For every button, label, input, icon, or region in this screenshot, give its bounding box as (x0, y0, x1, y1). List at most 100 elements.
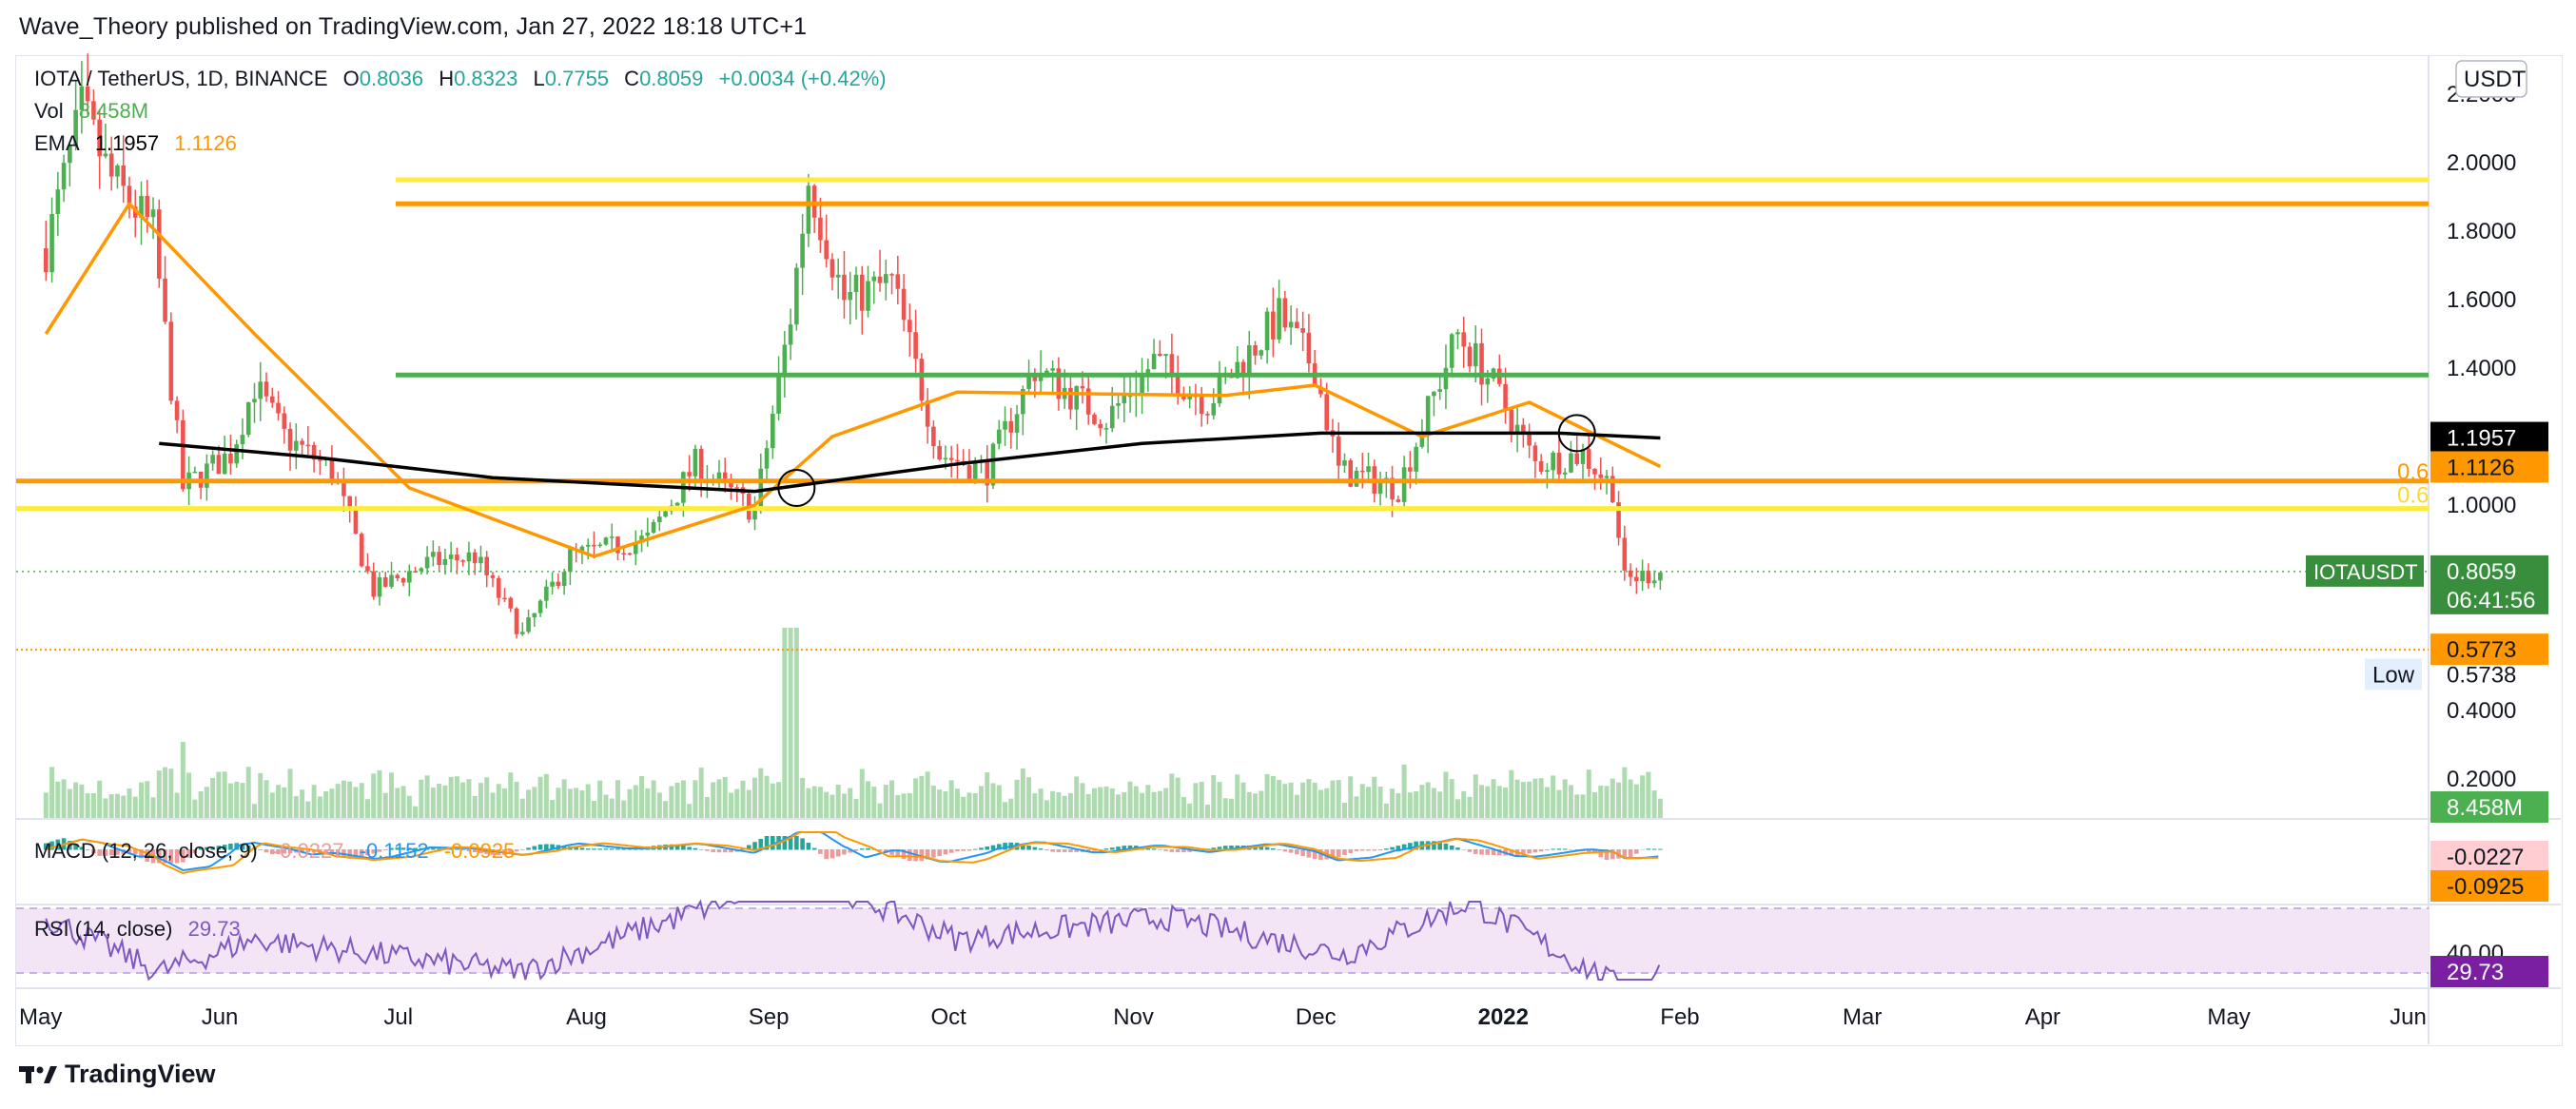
candle-body[interactable] (174, 400, 180, 420)
candle-body[interactable] (693, 448, 698, 477)
candle-body[interactable] (437, 552, 441, 566)
candle-body[interactable] (496, 577, 501, 598)
candle-body[interactable] (871, 276, 877, 282)
candle-body[interactable] (1109, 405, 1115, 429)
candle-body[interactable] (645, 532, 651, 536)
candle-body[interactable] (85, 86, 90, 102)
candle-body[interactable] (919, 359, 925, 401)
candle-body[interactable] (1569, 453, 1573, 473)
candle-body[interactable] (181, 419, 185, 490)
candle-body[interactable] (263, 381, 269, 397)
candle-body[interactable] (848, 292, 853, 301)
candle-body[interactable] (365, 566, 370, 572)
candle-body[interactable] (550, 581, 555, 587)
candle-body[interactable] (824, 240, 829, 260)
candle-body[interactable] (68, 146, 72, 164)
candle-body[interactable] (269, 396, 275, 403)
candle-body[interactable] (842, 274, 847, 301)
candle-body[interactable] (532, 613, 537, 618)
candle-body[interactable] (484, 556, 490, 575)
candle-body[interactable] (1348, 459, 1354, 487)
candle-body[interactable] (1080, 385, 1085, 389)
candle-body[interactable] (1295, 321, 1299, 329)
candle-body[interactable] (252, 399, 257, 403)
candle-body[interactable] (1401, 467, 1407, 502)
candle-body[interactable] (1122, 396, 1127, 403)
candle-body[interactable] (853, 274, 859, 293)
candle-body[interactable] (1038, 373, 1044, 381)
candle-body[interactable] (1622, 537, 1628, 571)
candle-body[interactable] (1562, 472, 1568, 475)
candle-body[interactable] (1658, 572, 1663, 581)
candle-body[interactable] (937, 445, 942, 460)
candle-body[interactable] (1199, 397, 1204, 415)
candle-body[interactable] (1056, 368, 1062, 399)
candle-body[interactable] (1449, 334, 1454, 368)
candle-body[interactable] (1205, 414, 1210, 416)
candle-body[interactable] (835, 274, 841, 278)
candle-body[interactable] (1366, 466, 1371, 473)
candle-body[interactable] (1390, 477, 1395, 500)
candle-body[interactable] (1377, 482, 1383, 495)
candle-body[interactable] (585, 544, 591, 547)
candle-body[interactable] (121, 165, 127, 186)
candle-body[interactable] (276, 402, 281, 414)
candle-body[interactable] (1640, 571, 1645, 582)
candle-body[interactable] (55, 189, 61, 214)
ema-short-line[interactable] (44, 202, 1662, 558)
candle-body[interactable] (382, 577, 388, 587)
candle-body[interactable] (687, 472, 692, 477)
candle-body[interactable] (633, 542, 638, 554)
candle-body[interactable] (1419, 433, 1425, 447)
candle-body[interactable] (311, 445, 317, 460)
candle-body[interactable] (318, 459, 322, 461)
candle-body[interactable] (502, 597, 507, 600)
candle-body[interactable] (1592, 468, 1597, 475)
candle-body[interactable] (752, 510, 757, 520)
candle-body[interactable] (419, 568, 424, 572)
candle-body[interactable] (609, 536, 615, 538)
candle-body[interactable] (1598, 474, 1604, 478)
candle-body[interactable] (163, 278, 167, 322)
candle-body[interactable] (1074, 385, 1079, 410)
candle-body[interactable] (91, 101, 96, 120)
candle-body[interactable] (1140, 373, 1144, 393)
candle-body[interactable] (44, 248, 49, 273)
candle-body[interactable] (168, 321, 174, 401)
candle-body[interactable] (1342, 459, 1347, 466)
candle-body[interactable] (1014, 414, 1020, 433)
candle-body[interactable] (1103, 428, 1109, 430)
candle-body[interactable] (907, 320, 912, 333)
candle-body[interactable] (615, 536, 620, 554)
candle-body[interactable] (985, 460, 990, 486)
legend-macd-label[interactable]: MACD (12, 26, close, 9) (34, 839, 258, 863)
candle-body[interactable] (448, 554, 454, 559)
candle-body[interactable] (657, 516, 662, 523)
candle-body[interactable] (300, 440, 304, 445)
candle-body[interactable] (245, 402, 251, 436)
candle-body[interactable] (1235, 361, 1240, 379)
candle-body[interactable] (579, 546, 585, 551)
candle-body[interactable] (139, 195, 144, 218)
candle-body[interactable] (1616, 502, 1621, 538)
candle-body[interactable] (1604, 476, 1610, 478)
candle-body[interactable] (1467, 346, 1473, 367)
candle-body[interactable] (287, 428, 293, 451)
candle-body[interactable] (1127, 395, 1133, 398)
candle-body[interactable] (395, 574, 400, 579)
candle-body[interactable] (1527, 434, 1532, 446)
candle-body[interactable] (806, 185, 811, 234)
candle-body[interactable] (1634, 576, 1639, 582)
candle-body[interactable] (508, 597, 514, 609)
legend-ema-label[interactable]: EMA (34, 131, 80, 155)
candle-body[interactable] (1521, 424, 1526, 435)
candle-body[interactable] (1443, 367, 1449, 390)
candle-body[interactable] (205, 463, 209, 488)
candle-body[interactable] (1509, 409, 1514, 434)
candle-body[interactable] (568, 549, 573, 573)
candle-body[interactable] (996, 429, 1002, 444)
candle-body[interactable] (537, 600, 543, 613)
candle-body[interactable] (228, 454, 233, 464)
candle-body[interactable] (478, 556, 483, 564)
candle-body[interactable] (472, 552, 478, 564)
